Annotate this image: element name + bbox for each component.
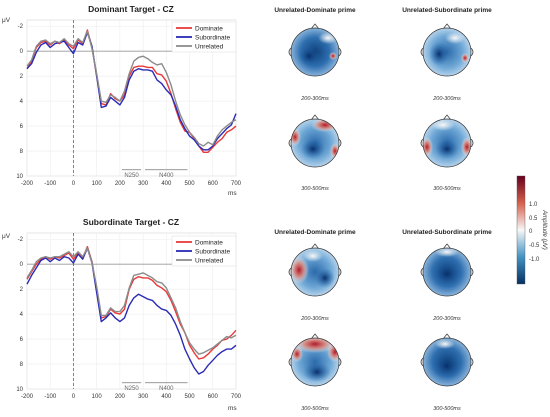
chart-title: Dominant Target - CZ: [88, 4, 174, 14]
legend-label-unrelated: Unrelated: [195, 258, 224, 265]
y-axis-unit: μV: [2, 233, 11, 240]
window-label: N400: [159, 173, 174, 179]
x-tick-label: 500: [185, 394, 196, 400]
x-tick-label: 100: [92, 181, 103, 187]
y-tick-label: 8: [20, 149, 24, 155]
topomap-head-300-500: [288, 114, 342, 168]
legend-label-subordinate: Subordinate: [195, 249, 230, 256]
y-tick-label: 10: [16, 387, 23, 393]
y-tick-label: 0: [20, 49, 24, 55]
topomap-title: Unrelated-Subordinate prime: [402, 229, 492, 236]
topomap-panel-b: Unrelated-Subordinate prime 200-300ms: [402, 7, 492, 192]
legend: Dominate Subordinate Unrelated: [171, 21, 237, 53]
colorbar-label: Amplitude (μV): [541, 209, 547, 250]
topomap-title: Unrelated-Dominate prime: [274, 229, 356, 236]
colorbar-tick: 0.5: [529, 216, 538, 222]
colorbar-gradient: [516, 175, 526, 285]
series-lines: [26, 246, 237, 375]
topomap-panel-a: Unrelated-Dominate prime 200-300ms: [274, 7, 356, 192]
x-tick-label: 400: [161, 181, 172, 187]
legend: Dominate Subordinate Unrelated: [171, 235, 237, 267]
y-tick-label: 2: [20, 74, 24, 80]
topomap-window-label: 300-500ms: [433, 186, 461, 192]
topomap-panel-d: Unrelated-Subordinate prime 200-300ms 30…: [402, 229, 492, 412]
x-tick-label: 0: [72, 394, 76, 400]
colorbar-tick: 0: [529, 229, 533, 235]
series-line-dominate: [26, 246, 237, 360]
series-lines: [26, 29, 237, 153]
x-tick-label: -100: [44, 394, 57, 400]
y-tick-label: 2: [20, 287, 24, 293]
x-tick-label: 600: [208, 181, 219, 187]
topomap-head-300-500: [420, 114, 474, 168]
topomap-title: Unrelated-Dominate prime: [274, 7, 356, 14]
erp-panel-subordinate: Subordinate Target - CZ μV ms -200 -100 0 1…: [2, 217, 242, 412]
topomap-window-label: 200-300ms: [300, 316, 329, 322]
series-line-subordinate: [26, 31, 237, 151]
y-tick-label: 6: [20, 337, 24, 343]
topomap-window-label: 200-300ms: [300, 96, 329, 102]
window-label: N250: [124, 173, 139, 179]
x-tick-label: -100: [44, 181, 57, 187]
y-tick-label: -2: [18, 24, 24, 30]
topomap-window-label: 300-500ms: [301, 186, 329, 192]
x-tick-label: 600: [208, 394, 219, 400]
topomap-head-200-300: [420, 23, 474, 77]
x-tick-label: 200: [115, 181, 126, 187]
topomap-window-label: 200-300ms: [432, 316, 461, 322]
series-line-unrelated: [26, 30, 237, 147]
window-annotations: N250 N400: [121, 169, 188, 179]
series-line-subordinate: [26, 247, 237, 375]
x-tick-label: 100: [92, 394, 103, 400]
y-tick-label: 8: [20, 362, 24, 368]
series-line-unrelated: [26, 247, 237, 355]
y-axis-unit: μV: [2, 17, 11, 24]
x-axis-unit: ms: [228, 190, 237, 197]
topomap-title: Unrelated-Subordinate prime: [402, 7, 492, 14]
topomap-head-200-300: [288, 23, 342, 77]
topomap-window-label: 300-500ms: [433, 406, 461, 412]
colorbar-ticks: 1.0 0.5 0 -0.5 -1.0: [529, 202, 540, 263]
x-tick-label: 400: [161, 394, 172, 400]
window-label: N250: [124, 386, 139, 392]
topomap-head-200-300: [288, 243, 342, 297]
y-tick-label: -2: [18, 237, 24, 243]
colorbar-tick: -0.5: [529, 243, 540, 249]
x-tick-label: 500: [185, 181, 196, 187]
x-tick-label: 200: [115, 394, 126, 400]
y-tick-label: 4: [20, 99, 24, 105]
x-tick-label: -200: [21, 394, 34, 400]
topomap-window-label: 300-500ms: [301, 406, 329, 412]
topomap-panel-c: Unrelated-Dominate prime 200-300ms: [274, 229, 356, 412]
topomap-head-300-500: [420, 333, 474, 387]
topomap-head-300-500: [288, 333, 342, 387]
x-tick-label: 700: [231, 181, 242, 187]
erp-panel-dominant: Dominant Target - CZ μV ms -200 -100 0 100 2…: [2, 4, 242, 197]
window-label: N400: [159, 386, 174, 392]
x-tick-label: 300: [138, 181, 149, 187]
topomap-head-200-300: [420, 243, 474, 297]
window-annotations: N250 N400: [121, 382, 188, 392]
x-tick-label: 300: [138, 394, 149, 400]
topomap-window-label: 200-300ms: [432, 96, 461, 102]
legend-label-subordinate: Subordinate: [195, 35, 230, 42]
colorbar-tick: 1.0: [529, 202, 538, 208]
chart-title: Subordinate Target - CZ: [83, 217, 179, 227]
y-tick-label: 4: [20, 312, 24, 318]
colorbar: 1.0 0.5 0 -0.5 -1.0 Amplitude (μV): [516, 175, 547, 285]
legend-label-unrelated: Unrelated: [195, 44, 224, 51]
colorbar-tick: -1.0: [529, 257, 540, 263]
x-tick-label: 700: [231, 394, 242, 400]
legend-label-dominate: Dominate: [195, 26, 223, 33]
y-tick-label: 6: [20, 124, 24, 130]
y-tick-label: 10: [16, 174, 23, 180]
axes: -200 -100 0 100 200 300 400 500 600 700 -2 0 2 4 6 8 10: [16, 20, 242, 187]
x-tick-label: -200: [21, 181, 34, 187]
x-axis-unit: ms: [228, 405, 237, 412]
legend-label-dominate: Dominate: [195, 240, 223, 247]
y-tick-label: 0: [20, 262, 24, 268]
x-tick-label: 0: [72, 181, 76, 187]
